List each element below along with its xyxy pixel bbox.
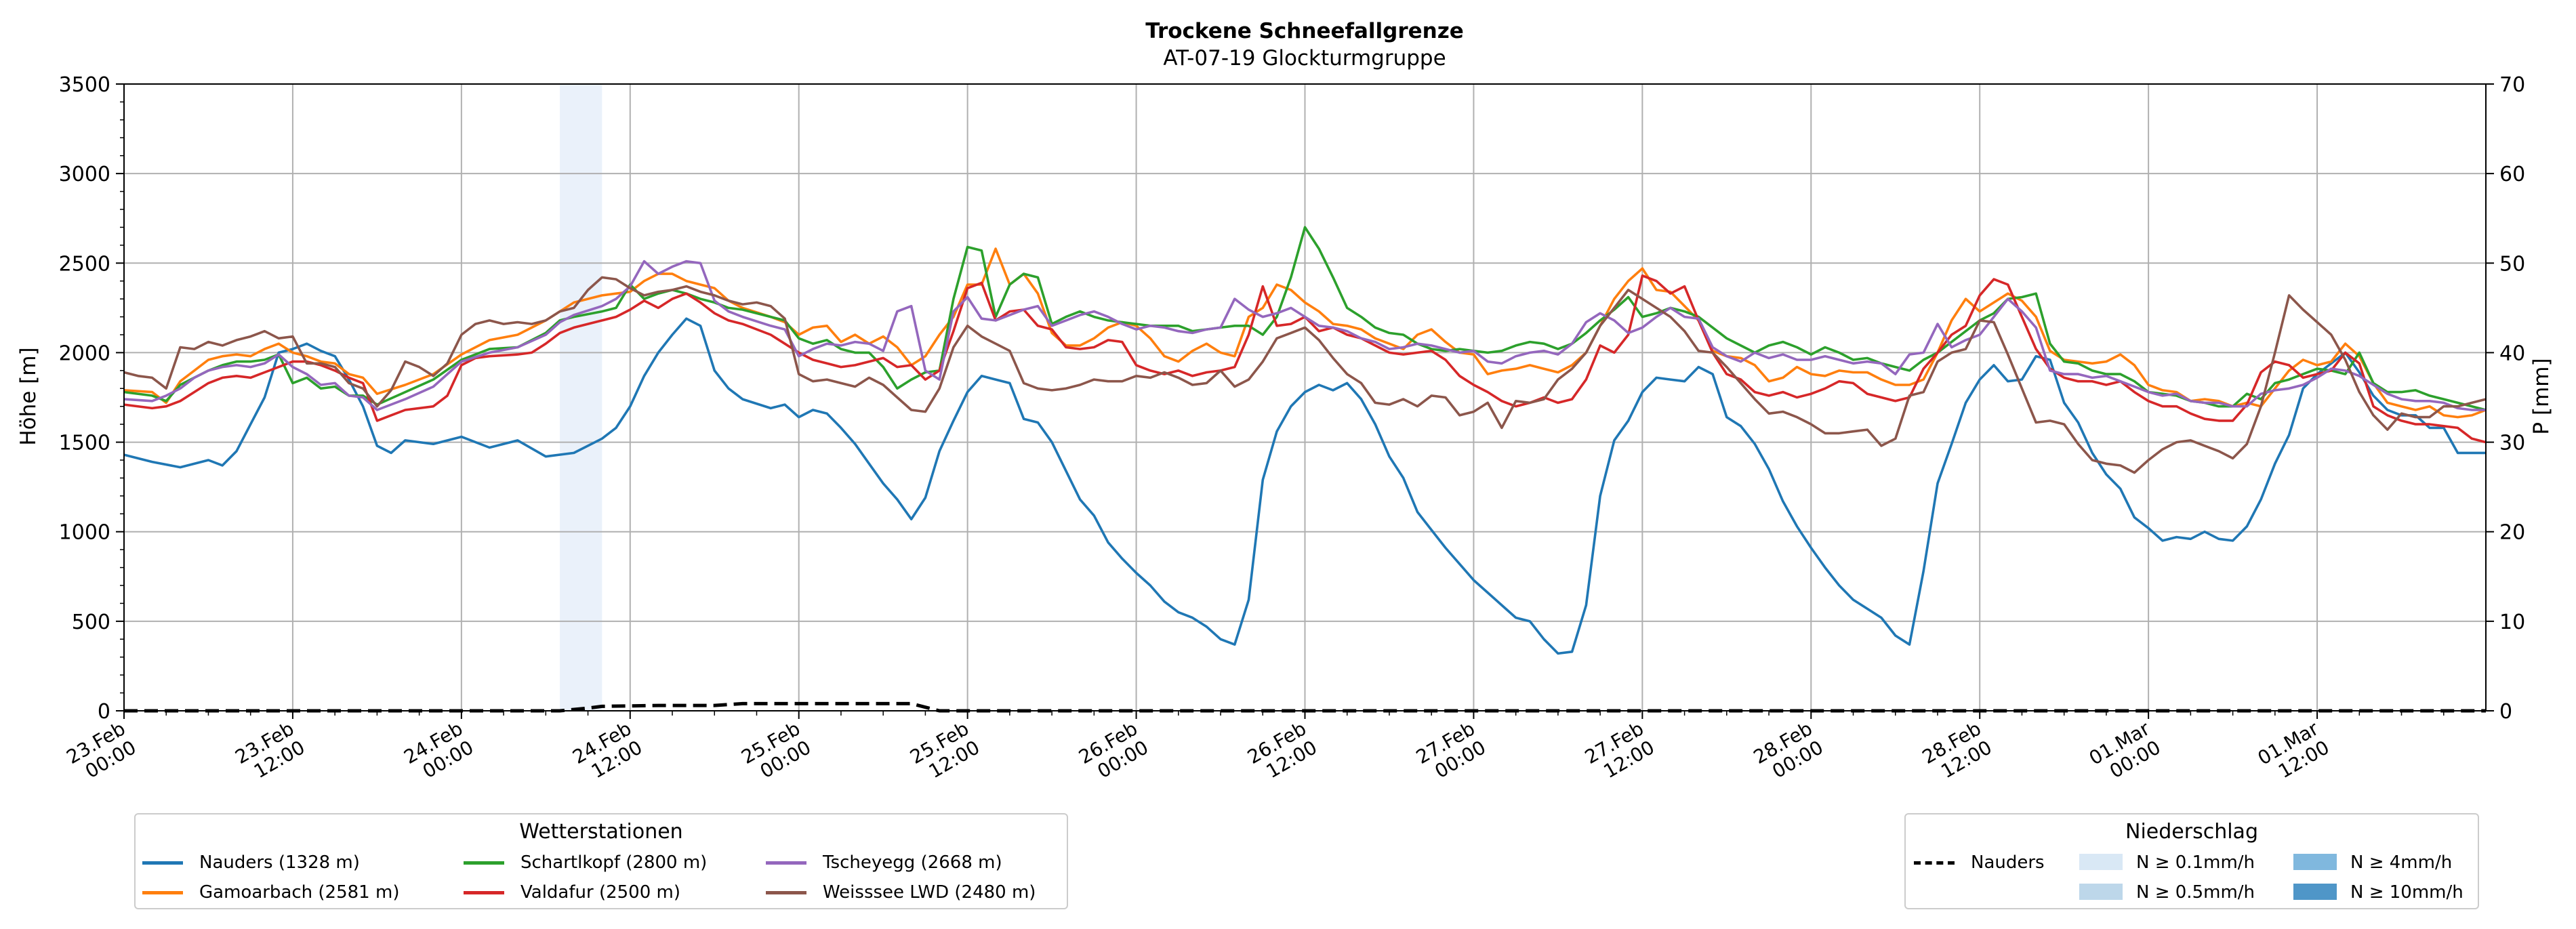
y2-tick-label: 70 — [2499, 73, 2525, 97]
y-tick-label: 3000 — [59, 163, 110, 186]
y2-tick-label: 0 — [2499, 700, 2512, 724]
legend-line-tscheyegg — [766, 861, 806, 865]
series-line-3 — [123, 274, 2487, 444]
legend-label-n4: N ≥ 4mm/h — [2350, 852, 2453, 873]
legend-line-gamoarbach — [142, 891, 183, 894]
legend-patch-n05 — [2079, 884, 2123, 900]
legend-label-gamoarbach: Gamoarbach (2581 m) — [199, 882, 400, 903]
legend-line-schartlkopf — [464, 861, 504, 865]
series-line-4 — [123, 260, 2486, 411]
y2-tick-label: 20 — [2499, 521, 2525, 545]
y-tick-label: 500 — [72, 611, 110, 634]
y2-tick-label: 60 — [2499, 163, 2525, 186]
legend-label-n01: N ≥ 0.1mm/h — [2136, 852, 2255, 873]
legend-label-schartlkopf: Schartlkopf (2800 m) — [520, 852, 708, 873]
legend-patch-n4 — [2293, 854, 2337, 870]
precip-shaded-span — [560, 84, 602, 711]
legend-line-valdafur — [464, 891, 504, 894]
y2-tick-label: 10 — [2499, 611, 2525, 634]
legend-line-precip-nauders — [1914, 861, 1955, 865]
legend-patch-n01 — [2079, 854, 2123, 870]
y-tick-label: 1000 — [59, 521, 110, 545]
legend-label-n05: N ≥ 0.5mm/h — [2136, 882, 2255, 903]
y2-axis-label: P [mm] — [2529, 358, 2554, 434]
series-line-2 — [123, 226, 2487, 411]
y-tick-label: 3500 — [59, 73, 110, 97]
legend-line-nauders — [142, 861, 183, 865]
y2-tick-label: 50 — [2499, 252, 2525, 276]
y-tick-label: 0 — [98, 700, 110, 724]
legend-label-nauders: Nauders (1328 m) — [199, 852, 360, 873]
y-tick-label: 2000 — [59, 342, 110, 365]
legend-label-weisssee: Weisssee LWD (2480 m) — [823, 882, 1036, 903]
y2-tick-label: 30 — [2499, 432, 2525, 455]
y2-tick-label: 40 — [2499, 342, 2525, 365]
chart-subtitle: AT-07-19 Glockturmgruppe — [1163, 46, 1446, 70]
legend-label-valdafur: Valdafur (2500 m) — [520, 882, 680, 903]
legend-stations: Wetterstationen Nauders (1328 m) Gamoarb… — [134, 813, 1068, 909]
legend-precipitation: Niederschlag Nauders N ≥ 0.1mm/h N ≥ 0.5… — [1904, 813, 2479, 909]
y-tick-label: 1500 — [59, 432, 110, 455]
legend-line-weisssee — [766, 891, 806, 894]
series-line-0 — [123, 317, 2486, 655]
precip-line-nauders — [124, 701, 2486, 713]
legend-label-tscheyegg: Tscheyegg (2668 m) — [823, 852, 1002, 873]
legend-label-n10: N ≥ 10mm/h — [2350, 882, 2463, 903]
series-line-5 — [123, 276, 2487, 474]
legend-label-precip-nauders: Nauders — [1971, 852, 2045, 873]
chart-title: Trockene Schneefallgrenze — [1145, 19, 1464, 43]
y-axis-label: Höhe [m] — [16, 347, 41, 445]
legend-patch-n10 — [2293, 884, 2337, 900]
legend-stations-title: Wetterstationen — [519, 820, 683, 844]
legend-precip-title: Niederschlag — [2125, 820, 2258, 844]
y-tick-label: 2500 — [59, 252, 110, 276]
series-line-1 — [123, 247, 2487, 419]
